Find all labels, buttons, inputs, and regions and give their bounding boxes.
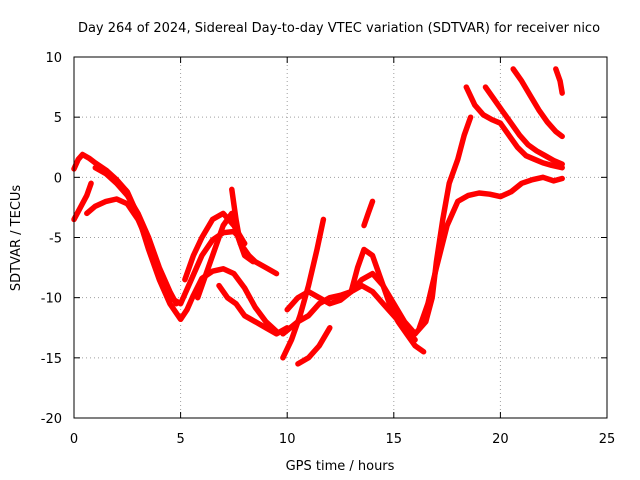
series-markers (555, 68, 563, 94)
series-markers (485, 86, 563, 165)
x-tick-label: 5 (176, 432, 184, 447)
series-track-15 (401, 114, 474, 337)
x-tick-label: 15 (386, 432, 403, 447)
series-markers (418, 176, 563, 328)
series-track-18 (482, 84, 565, 167)
y-tick-label: -10 (41, 292, 62, 307)
series-markers (297, 327, 331, 365)
series-track-7 (229, 186, 280, 277)
series-line (216, 282, 290, 337)
series-track-9 (280, 216, 327, 361)
y-tick-label: 5 (54, 111, 62, 126)
y-tick-label: -5 (49, 232, 62, 247)
plot-frame (73, 56, 608, 419)
axis-ticks: 0 5 10 15 20 25 -20 -15 -10 -5 0 5 10 (41, 51, 616, 447)
data-series (71, 66, 565, 367)
series-track-19 (510, 66, 565, 140)
series-track-8 (216, 282, 290, 337)
series-markers (350, 248, 424, 353)
series-markers (95, 167, 177, 304)
series-line (280, 216, 327, 361)
series-track-6 (182, 210, 248, 283)
series-track-16 (416, 174, 565, 331)
series-markers (512, 68, 563, 137)
grid (74, 57, 607, 418)
series-markers (465, 86, 563, 169)
series-line (416, 174, 565, 331)
series-track-13 (348, 246, 427, 355)
y-tick-label: 0 (54, 171, 62, 186)
series-track-14 (361, 198, 376, 229)
series-markers (286, 272, 416, 335)
series-markers (282, 219, 324, 359)
y-tick-label: 10 (45, 51, 62, 66)
series-line (71, 151, 280, 335)
series-track-4 (92, 164, 180, 307)
series-line (182, 210, 248, 283)
series-markers (86, 198, 246, 305)
x-tick-label: 20 (492, 432, 509, 447)
series-track-2 (71, 180, 94, 223)
x-tick-label: 10 (279, 432, 296, 447)
series-track-1 (71, 151, 280, 335)
series-line (295, 325, 333, 367)
x-axis-label: GPS time / hours (286, 459, 395, 474)
y-tick-label: -20 (41, 412, 62, 427)
series-track-10 (295, 325, 333, 367)
series-markers (231, 189, 277, 275)
y-tick-label: -15 (41, 352, 62, 367)
series-track-20 (553, 66, 565, 96)
x-tick-label: 25 (599, 432, 616, 447)
series-track-17 (463, 84, 565, 171)
y-axis-label: SDTVAR / TECUs (9, 185, 24, 292)
series-markers (73, 183, 92, 220)
series-markers (363, 201, 374, 226)
x-tick-label: 0 (70, 432, 78, 447)
series-markers (404, 116, 472, 335)
series-line (92, 164, 180, 307)
series-markers (218, 285, 288, 335)
chart-title: Day 264 of 2024, Sidereal Day-to-day VTE… (78, 21, 600, 36)
